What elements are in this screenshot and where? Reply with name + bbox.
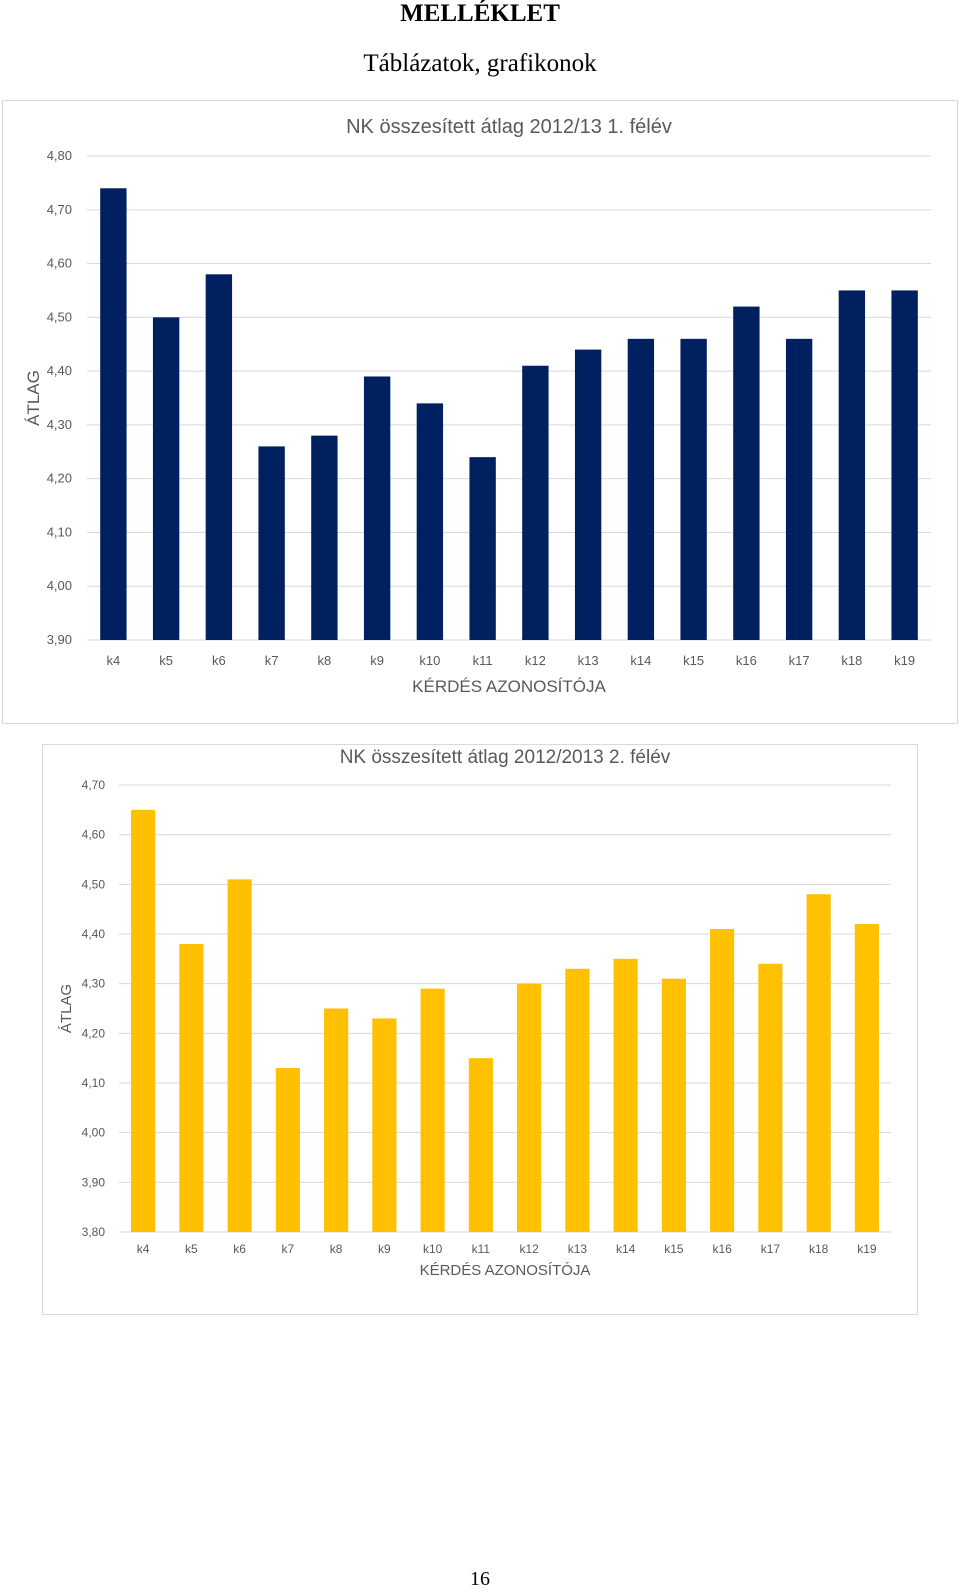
y-tick-label: 4,20: [82, 1026, 106, 1040]
x-tick-label: k11: [473, 653, 493, 668]
document-subheading: Táblázatok, grafikonok: [363, 50, 597, 77]
y-tick-label: 4,00: [47, 578, 72, 593]
bar-k4: [131, 809, 156, 1232]
y-tick-label: 3,80: [82, 1225, 106, 1239]
x-tick-label: k11: [472, 1242, 491, 1256]
bar-k18: [838, 290, 866, 640]
x-tick-label: k9: [370, 653, 384, 668]
y-tick-label: 4,70: [82, 778, 106, 792]
x-tick-label: k5: [185, 1242, 198, 1256]
x-tick-label: k14: [630, 653, 651, 668]
bar-k5: [152, 317, 180, 640]
x-tick-label: k7: [265, 653, 279, 668]
chart-semester-1: NK összesített átlag 2012/13 1. félév 3,9…: [2, 100, 958, 724]
bar-k9: [363, 376, 391, 640]
y-tick-label: 4,60: [47, 256, 72, 271]
chart-semester-1-plot: NK összesített átlag 2012/13 1. félév 3,9…: [24, 116, 931, 696]
bar-k19: [854, 924, 879, 1232]
x-axis-title: KÉRDÉS AZONOSÍTÓJA: [420, 1262, 591, 1279]
x-tick-label: k5: [159, 653, 173, 668]
x-tick-label: k15: [683, 653, 704, 668]
x-tick-label: k13: [568, 1242, 588, 1256]
y-tick-label: 3,90: [82, 1175, 106, 1189]
bar-k11: [469, 457, 496, 640]
bar-k19: [891, 290, 918, 640]
x-tick-label: k4: [137, 1242, 150, 1256]
y-axis-title: ÁTLAG: [58, 984, 75, 1033]
bar-k7: [258, 446, 285, 640]
bar-k16: [710, 929, 735, 1232]
y-tick-label: 4,50: [47, 309, 72, 324]
bar-k12: [517, 983, 542, 1232]
y-tick-label: 4,20: [47, 471, 72, 486]
bar-k13: [574, 349, 602, 640]
page-number: 16: [470, 1568, 490, 1590]
x-tick-label: k6: [233, 1242, 246, 1256]
bar-k7: [275, 1068, 300, 1232]
bar-k5: [179, 943, 204, 1232]
y-tick-label: 3,90: [47, 632, 72, 647]
x-tick-label: k19: [894, 653, 915, 668]
y-tick-label: 4,80: [47, 148, 72, 163]
bar-k15: [661, 978, 686, 1232]
chart-title: NK összesített átlag 2012/13 1. félév: [346, 116, 672, 138]
bar-k16: [733, 306, 760, 640]
y-tick-label: 4,50: [82, 877, 106, 891]
x-tick-label: k18: [841, 653, 862, 668]
bar-k8: [311, 435, 338, 640]
y-tick-label: 4,60: [82, 828, 106, 842]
x-tick-label: k16: [736, 653, 757, 668]
y-tick-label: 4,00: [82, 1126, 106, 1140]
x-tick-label: k10: [423, 1242, 443, 1256]
x-tick-label: k19: [857, 1242, 877, 1256]
bar-k13: [565, 968, 590, 1232]
y-tick-label: 4,40: [47, 363, 72, 378]
bar-k11: [468, 1058, 493, 1232]
x-tick-label: k8: [330, 1242, 343, 1256]
x-tick-label: k13: [578, 653, 599, 668]
bar-k12: [522, 365, 549, 640]
y-tick-label: 4,40: [82, 927, 106, 941]
x-tick-label: k4: [107, 653, 121, 668]
bar-k10: [416, 403, 444, 640]
bar-k17: [758, 963, 783, 1232]
bar-k4: [100, 188, 127, 640]
x-tick-label: k14: [616, 1242, 636, 1256]
x-tick-label: k16: [712, 1242, 732, 1256]
bar-k18: [806, 894, 831, 1232]
y-axis-title: ÁTLAG: [24, 370, 43, 426]
y-tick-label: 4,10: [82, 1076, 106, 1090]
x-tick-label: k9: [378, 1242, 391, 1256]
x-tick-label: k18: [809, 1242, 829, 1256]
x-axis-title: KÉRDÉS AZONOSÍTÓJA: [412, 677, 606, 696]
x-tick-label: k12: [519, 1242, 539, 1256]
bar-k9: [372, 1018, 397, 1232]
x-tick-label: k15: [664, 1242, 684, 1256]
bar-k14: [613, 958, 638, 1232]
bar-k8: [324, 1008, 349, 1232]
bar-k14: [627, 338, 655, 640]
chart-semester-2: NK összesített átlag 2012/2013 2. félév 3…: [42, 744, 918, 1315]
chart-title: NK összesített átlag 2012/2013 2. félév: [340, 747, 671, 768]
x-tick-label: k17: [789, 653, 810, 668]
y-tick-label: 4,30: [82, 977, 106, 991]
bar-k17: [785, 338, 813, 640]
x-tick-label: k8: [318, 653, 332, 668]
y-tick-label: 4,30: [47, 417, 72, 432]
bar-k15: [680, 338, 707, 640]
y-tick-label: 4,70: [47, 202, 72, 217]
x-tick-label: k6: [212, 653, 226, 668]
x-tick-label: k7: [282, 1242, 295, 1256]
x-tick-label: k17: [761, 1242, 781, 1256]
bar-k6: [205, 274, 233, 640]
chart-semester-2-plot: NK összesített átlag 2012/2013 2. félév 3…: [58, 747, 891, 1279]
x-tick-label: k10: [419, 653, 440, 668]
x-tick-label: k12: [525, 653, 546, 668]
bar-k6: [227, 879, 252, 1232]
document-heading: MELLÉKLET: [400, 0, 560, 27]
y-tick-label: 4,10: [47, 524, 72, 539]
bar-k10: [420, 988, 445, 1232]
